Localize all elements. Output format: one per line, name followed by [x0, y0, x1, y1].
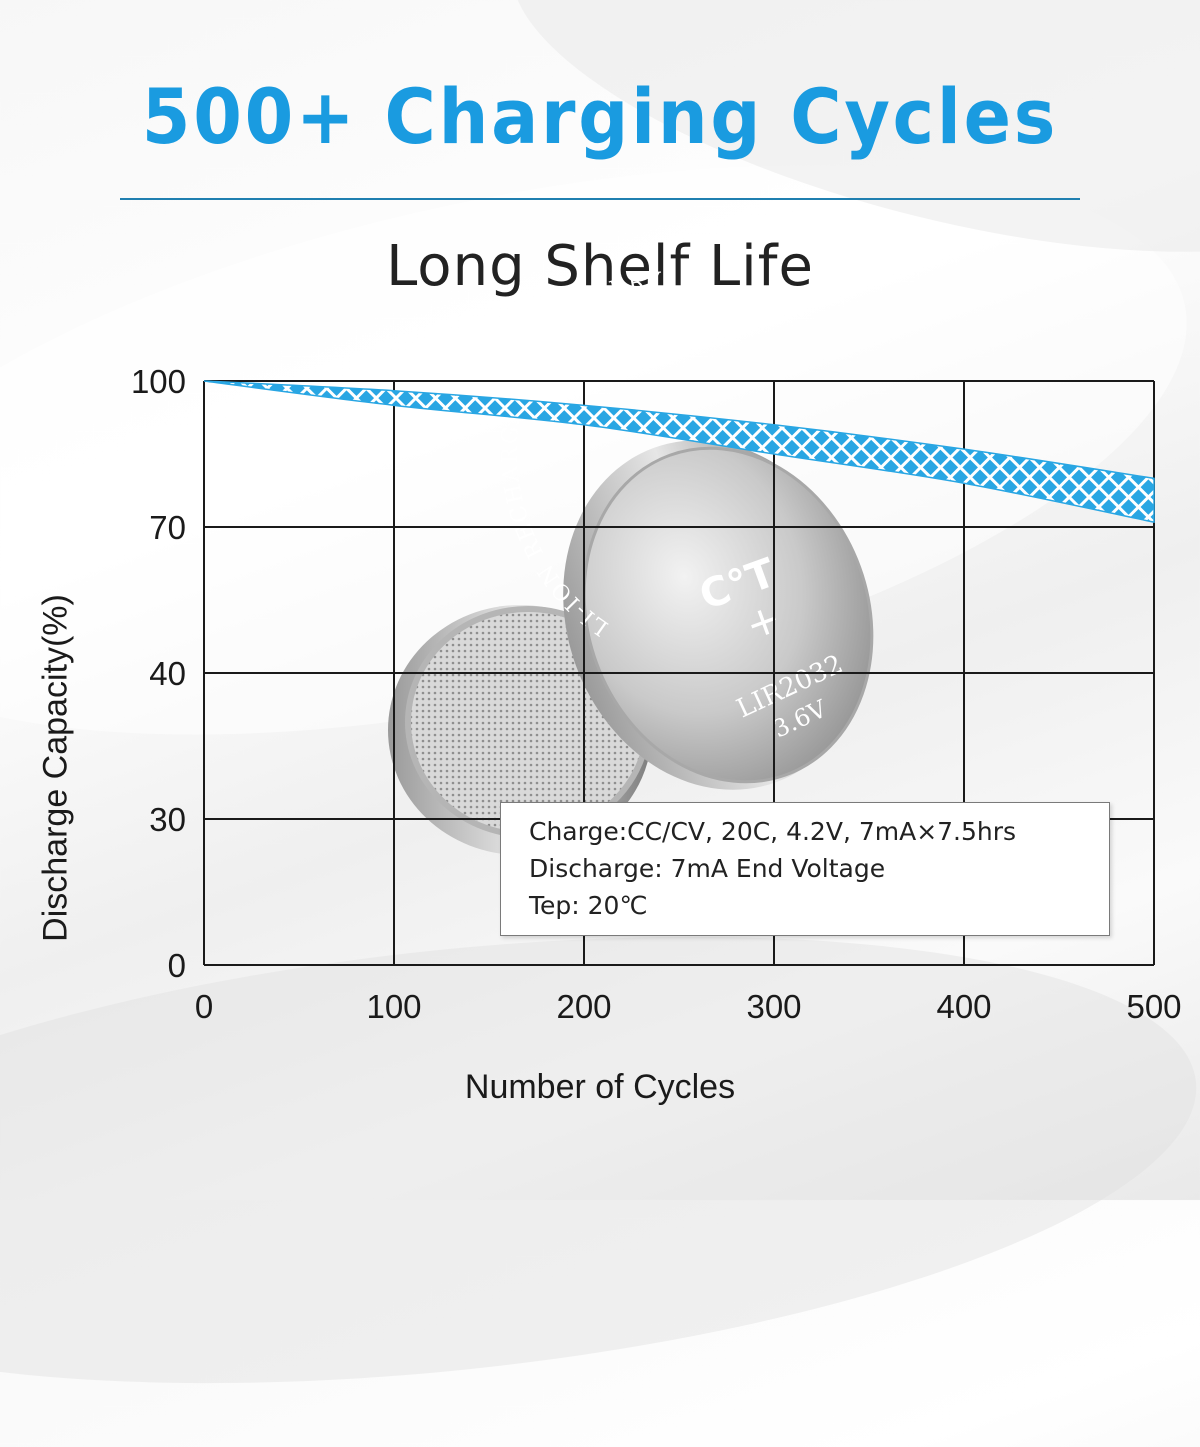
x-tick-label: 0 — [195, 988, 213, 1025]
x-axis-title-text: Number of Cycles — [464, 1068, 736, 1106]
y-tick-label: 40 — [149, 655, 186, 692]
y-tick-label: 70 — [149, 509, 186, 546]
y-tick-label: 30 — [149, 801, 186, 838]
headline: 500+ Charging Cycles — [141, 72, 1059, 161]
y-tick-label: 0 — [168, 947, 186, 984]
x-tick-label: 400 — [936, 988, 991, 1025]
x-tick-label: 300 — [746, 988, 801, 1025]
battery-photo: LI-ION RECHARGEABLE BATTERY C°T + LIR203… — [388, 268, 874, 855]
y-axis-title: Discharge Capacity(%) — [36, 594, 75, 942]
divider — [120, 198, 1080, 200]
x-tick-label: 500 — [1126, 988, 1181, 1025]
temperature-spec: Tep: 20℃ — [529, 891, 648, 920]
y-tick-label: 100 — [131, 363, 186, 400]
x-axis-title: Number of Cycles — [0, 1068, 1200, 1107]
x-tick-label: 200 — [556, 988, 611, 1025]
x-tick-label: 100 — [366, 988, 421, 1025]
discharge-spec: Discharge: 7mA End Voltage — [529, 854, 886, 883]
charge-spec: Charge:CC/CV, 20C, 4.2V, 7mA×7.5hrs — [529, 817, 1017, 846]
test-conditions-box: Charge:CC/CV, 20C, 4.2V, 7mA×7.5hrs Disc… — [500, 802, 1110, 936]
capacity-band — [203, 380, 1155, 524]
capacity-chart: LI-ION RECHARGEABLE BATTERY C°T + LIR203… — [130, 268, 1182, 1025]
subheadline: Long Shelf Life — [386, 234, 814, 299]
